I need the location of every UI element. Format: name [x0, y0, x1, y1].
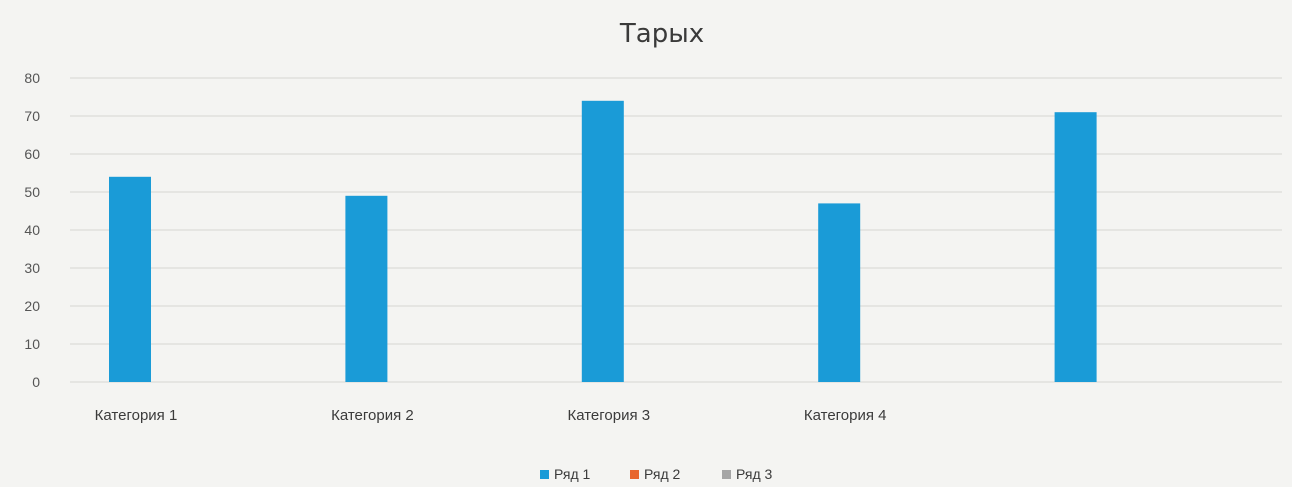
y-tick-label: 70 [24, 108, 40, 124]
y-tick-label: 30 [24, 260, 40, 276]
y-tick-label: 40 [24, 222, 40, 238]
bar-series-1 [109, 176, 151, 382]
y-tick-label: 20 [24, 298, 40, 314]
legend-label: Ряд 1 [554, 466, 591, 482]
legend-swatch [540, 470, 549, 479]
chart-title: Тарых [619, 19, 704, 49]
y-tick-label: 50 [24, 184, 40, 200]
y-tick-label: 80 [24, 70, 40, 86]
legend-label: Ряд 3 [736, 466, 773, 482]
bars [109, 100, 1097, 383]
x-category-label: Категория 4 [804, 407, 887, 424]
legend-swatch [630, 470, 639, 479]
gridlines [70, 77, 1282, 383]
y-tick-label: 60 [24, 146, 40, 162]
y-tick-label: 10 [24, 336, 40, 352]
x-category-label: Категория 1 [95, 407, 178, 424]
legend: Ряд 1 Ряд 2 Ряд 3 [540, 466, 773, 482]
x-axis-labels: Категория 1 Категория 2 Категория 3 Категор… [95, 407, 887, 424]
y-axis-ticks: 0 10 20 30 40 50 60 70 80 [24, 70, 40, 390]
bar-series-1 [818, 203, 861, 382]
legend-swatch [722, 470, 731, 479]
bar-series-1 [581, 100, 624, 383]
legend-label: Ряд 2 [644, 466, 681, 482]
bar-series-1 [1054, 112, 1097, 382]
y-tick-label: 0 [32, 374, 40, 390]
x-category-label: Категория 3 [567, 407, 650, 424]
bar-series-1 [345, 195, 388, 382]
x-category-label: Категория 2 [331, 407, 414, 424]
